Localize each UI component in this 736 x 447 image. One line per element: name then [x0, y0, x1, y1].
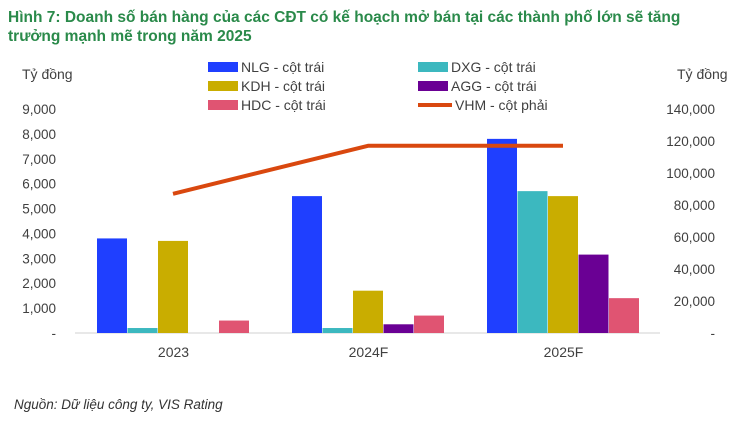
line-vhm — [172, 143, 563, 196]
left-axis-label: Tỷ đồng — [22, 66, 73, 82]
x-tick-label: 2023 — [158, 344, 189, 360]
left-tick-label: 6,000 — [22, 177, 56, 192]
legend-swatch — [208, 100, 238, 110]
legend-label: HDC - cột trái — [241, 97, 326, 113]
left-tick-label: - — [52, 326, 57, 341]
legend-swatch — [208, 62, 238, 72]
legend-label: NLG - cột trái — [241, 59, 324, 75]
right-tick-label: 120,000 — [666, 134, 715, 149]
right-tick-label: 100,000 — [666, 166, 715, 181]
bar-kdh-2024F — [353, 290, 383, 333]
bar-nlg-2024F — [292, 196, 322, 333]
left-tick-label: 7,000 — [22, 152, 56, 167]
legend-label: DXG - cột trái — [451, 59, 536, 75]
right-tick-label: 40,000 — [674, 262, 715, 277]
left-tick-label: 1,000 — [22, 301, 56, 316]
right-tick-label: 80,000 — [674, 198, 715, 213]
right-tick-label: 140,000 — [666, 102, 715, 117]
bar-hdc-2025F — [609, 298, 639, 333]
chart-title: Hình 7: Doanh số bán hàng của các CĐT có… — [8, 9, 681, 45]
x-tick-label: 2024F — [349, 344, 389, 360]
bar-agg-2024F — [383, 324, 414, 333]
left-tick-label: 4,000 — [22, 226, 56, 241]
bar-agg-2025F — [578, 254, 609, 333]
bar-hdc-2023 — [219, 320, 249, 333]
bar-dxg-2023 — [127, 328, 158, 333]
legend-swatch — [418, 62, 448, 72]
bar-dxg-2025F — [517, 191, 548, 333]
bar-kdh-2025F — [548, 196, 578, 333]
left-tick-label: 8,000 — [22, 127, 56, 142]
right-axis-label: Tỷ đồng — [677, 66, 728, 82]
bar-dxg-2024F — [322, 328, 353, 333]
left-tick-label: 5,000 — [22, 202, 56, 217]
left-tick-label: 3,000 — [22, 251, 56, 266]
bar-nlg-2023 — [97, 238, 127, 333]
right-tick-label: 20,000 — [674, 294, 715, 309]
left-tick-label: 2,000 — [22, 276, 56, 291]
x-tick-label: 2025F — [544, 344, 584, 360]
legend-label: KDH - cột trái — [241, 78, 325, 94]
bar-nlg-2025F — [487, 138, 517, 333]
bar-kdh-2023 — [158, 240, 188, 333]
source-note: Nguồn: Dữ liệu công ty, VIS Rating — [14, 397, 223, 412]
legend-label: VHM - cột phải — [455, 97, 548, 113]
right-tick-label: - — [711, 326, 716, 341]
legend-swatch — [208, 81, 238, 91]
bar-hdc-2024F — [414, 315, 444, 333]
legend-label: AGG - cột trái — [451, 78, 537, 94]
legend-swatch — [418, 81, 448, 91]
right-tick-label: 60,000 — [674, 230, 715, 245]
left-tick-label: 9,000 — [22, 102, 56, 117]
